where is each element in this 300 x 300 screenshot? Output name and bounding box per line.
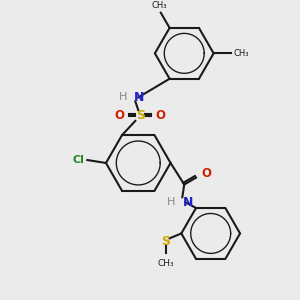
Text: H: H [119, 92, 128, 102]
Text: CH₃: CH₃ [151, 1, 166, 10]
Text: CH₃: CH₃ [233, 49, 249, 58]
Text: O: O [201, 167, 211, 180]
Text: O: O [115, 109, 124, 122]
Text: CH₃: CH₃ [157, 259, 174, 268]
Text: N: N [183, 196, 194, 208]
Text: N: N [134, 91, 145, 104]
Text: H: H [167, 197, 176, 207]
Text: Cl: Cl [73, 155, 84, 165]
Text: O: O [156, 109, 166, 122]
Text: S: S [136, 110, 145, 122]
Text: S: S [161, 235, 170, 248]
